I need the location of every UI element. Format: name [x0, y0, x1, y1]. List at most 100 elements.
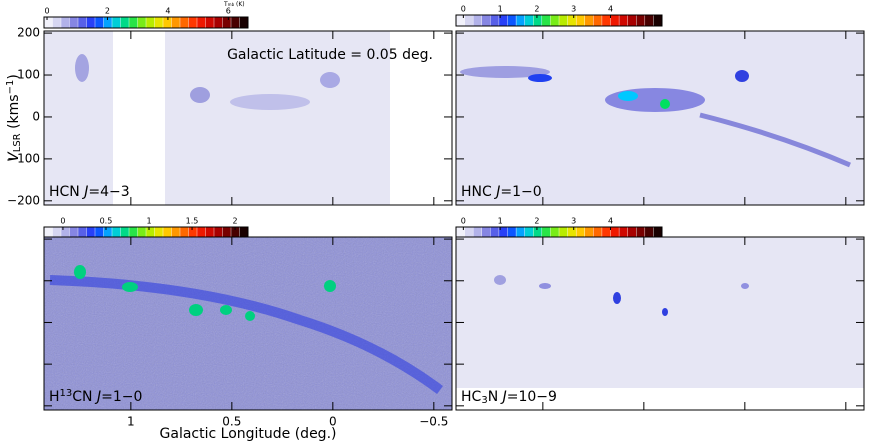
colorbar-cell — [94, 16, 105, 29]
x-axis-label: Galactic Longitude (deg.) — [160, 426, 337, 441]
y-axis-label: VLSR (kms−1) — [5, 74, 23, 162]
colorbar-tick-label: 1 — [146, 217, 151, 226]
text-part: CN — [72, 389, 97, 405]
y-tick-label: 0 — [32, 109, 40, 123]
colorbar-cell — [196, 16, 207, 29]
emission — [320, 72, 340, 88]
colorbar-cell — [567, 226, 577, 238]
colorbar-cell — [86, 226, 96, 238]
panel-frame — [455, 30, 865, 206]
text-part: =10−9 — [507, 389, 557, 405]
text-part: J — [94, 389, 101, 405]
emission — [528, 74, 552, 82]
emission — [190, 87, 210, 103]
colorbar-cell — [69, 226, 79, 238]
colorbar-cell — [653, 226, 663, 238]
colorbar-cell — [464, 14, 474, 27]
colorbar-cell — [205, 16, 215, 29]
y-tick-label: −200 — [7, 193, 40, 207]
emission — [324, 280, 336, 292]
emission — [245, 311, 255, 321]
emission — [660, 99, 670, 109]
text-part: HNC — [461, 184, 496, 200]
colorbar-cell — [154, 226, 164, 238]
colorbar-tick-label: 0 — [60, 217, 65, 226]
emission — [494, 275, 506, 285]
map-background — [456, 237, 864, 410]
colorbar-cell — [128, 16, 139, 29]
emission — [699, 112, 851, 168]
colorbar-cell — [541, 226, 551, 238]
colorbar-cell — [179, 226, 190, 238]
colorbar-cell — [196, 226, 207, 238]
emission — [220, 305, 232, 315]
colorbar-cell — [524, 226, 534, 238]
x-tick-label: 0.5 — [222, 415, 241, 429]
emission — [613, 292, 621, 304]
colorbar-cell — [515, 14, 526, 27]
colorbar-cell — [162, 226, 173, 238]
y-tick-label: −100 — [7, 151, 40, 165]
colorbar-cell — [111, 226, 122, 238]
text-part: J — [81, 184, 88, 200]
no-data — [456, 388, 864, 410]
colorbar-cell — [481, 14, 491, 27]
colorbar-cell — [239, 16, 249, 29]
colorbar-tick-label: 2 — [534, 5, 539, 14]
colorbar-cell — [103, 226, 113, 238]
colorbar-tick-label: 4 — [165, 7, 170, 16]
panel-frame — [43, 30, 453, 206]
colorbar-cell — [222, 16, 232, 29]
colorbar-tick-label: 6 — [226, 7, 231, 16]
colorbar-cell — [213, 226, 224, 238]
colorbar-cell — [550, 14, 560, 27]
colorbar-tick-label: 2 — [105, 7, 110, 16]
colorbar-cell — [77, 226, 88, 238]
annotation: Galactic Latitude = 0.05 deg. — [227, 47, 433, 63]
colorbar-cell — [593, 226, 603, 238]
x-tick-label: 1 — [127, 415, 135, 429]
colorbar-frame — [43, 16, 249, 29]
emission — [618, 91, 638, 101]
emission — [741, 283, 749, 289]
x-tick-label: −0.5 — [419, 415, 448, 429]
colorbar-cell — [162, 16, 173, 29]
x-tick-label: 0 — [329, 415, 337, 429]
colorbar-cell — [601, 226, 612, 238]
text-part: (kms — [6, 94, 22, 133]
colorbar-cell — [644, 14, 654, 27]
no-data — [113, 31, 165, 205]
y-tick-label: 200 — [17, 26, 40, 40]
colorbar-cell — [618, 14, 629, 27]
text-part: HCN — [49, 184, 84, 200]
text-part: T — [223, 1, 228, 8]
text-part: N — [488, 389, 503, 405]
colorbar-cell — [575, 226, 586, 238]
emission — [75, 54, 89, 82]
panel-label: HC3N J=10−9 — [461, 389, 557, 406]
colorbar-cell — [239, 226, 249, 238]
text-part: 13 — [60, 388, 73, 399]
text-part: (K) — [234, 1, 245, 8]
colorbar-tick-label: 0 — [461, 5, 466, 14]
colorbar-cell — [230, 16, 241, 29]
colorbar-tick-label: 3 — [571, 217, 576, 226]
colorbar-cell — [601, 14, 612, 27]
text-part: =1−0 — [500, 184, 541, 200]
colorbar-cell — [69, 16, 79, 29]
colorbar-tick-label: 3 — [571, 5, 576, 14]
text-part: ) — [6, 74, 22, 79]
colorbar-frame — [455, 226, 663, 238]
text-part: HC — [461, 389, 482, 405]
colorbar-frame — [455, 14, 663, 27]
panel-label: HCN J=4−3 — [49, 184, 130, 200]
map-background — [44, 31, 452, 205]
colorbar-cell — [145, 226, 156, 238]
colorbar-cell — [154, 16, 164, 29]
emission — [74, 265, 86, 279]
colorbar-cell — [120, 226, 130, 238]
text-part: =1−0 — [101, 389, 142, 405]
emission — [662, 308, 668, 316]
colorbar-cell — [567, 14, 577, 27]
colorbar-cell — [52, 226, 62, 238]
